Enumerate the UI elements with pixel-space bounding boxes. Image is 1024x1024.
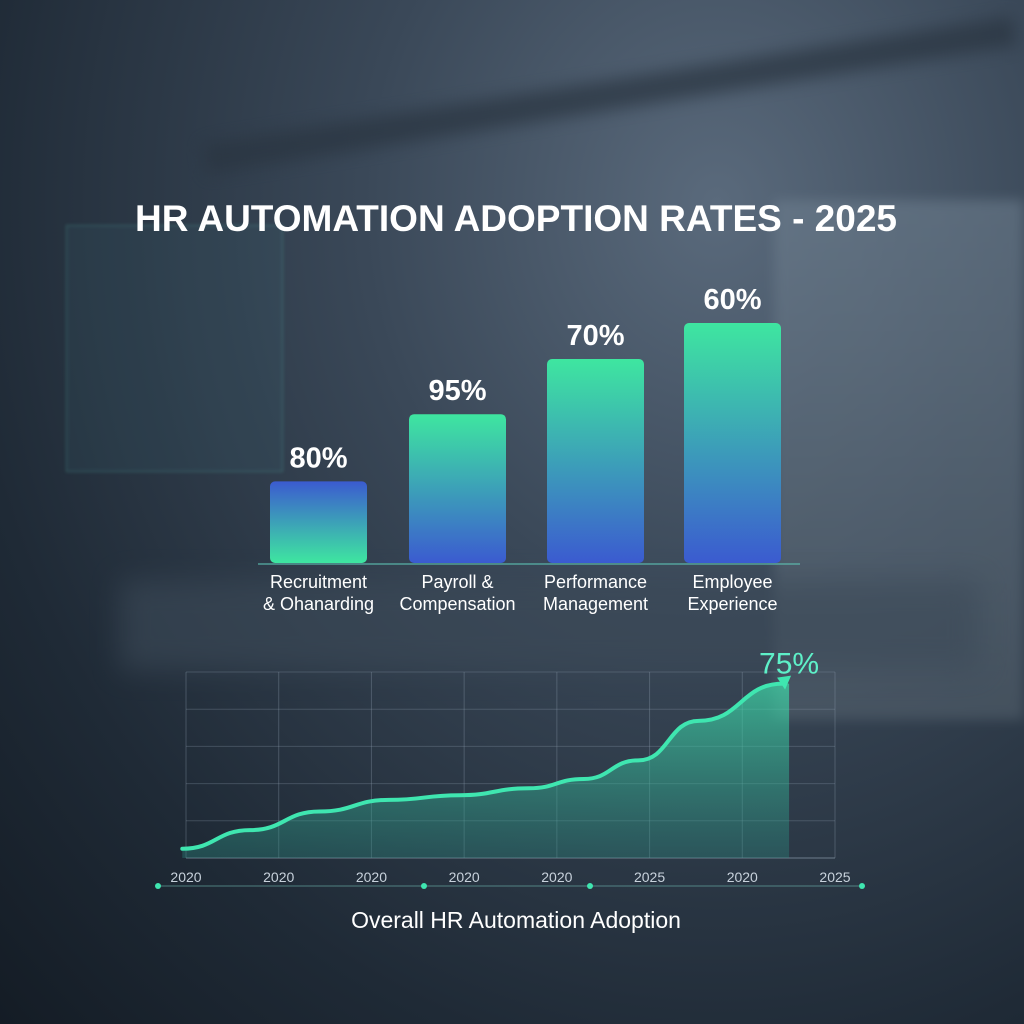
- x-tick-label: 2020: [449, 869, 480, 885]
- bar-category-label: Experience: [687, 594, 777, 614]
- bar-value-label: 70%: [566, 320, 624, 352]
- bar-value-label: 80%: [289, 442, 347, 474]
- x-tick-label: 2020: [263, 869, 294, 885]
- x-tick-label: 2025: [819, 869, 850, 885]
- bar-category-label: Payroll &: [421, 572, 493, 592]
- bar-category-label: & Ohanarding: [263, 594, 374, 614]
- bar-category-label: Compensation: [399, 594, 515, 614]
- end-value-label: 75%: [759, 648, 819, 681]
- bar-value-label: 60%: [703, 284, 761, 316]
- bar: [270, 481, 367, 563]
- chart-title: HR AUTOMATION ADOPTION RATES - 2025: [135, 198, 897, 239]
- bar-category-label: Management: [543, 594, 648, 614]
- timeline-dot: [421, 883, 427, 889]
- timeline-dot: [587, 883, 593, 889]
- arrow-head-icon: [777, 675, 792, 690]
- line-chart: 75% 2020 2020 2020 2020 2020 2025 2020 2025: [155, 648, 865, 889]
- x-tick-label: 2020: [541, 869, 572, 885]
- x-tick-label: 2020: [170, 869, 201, 885]
- bar-category-label: Employee: [692, 572, 772, 592]
- bar: [547, 359, 644, 563]
- x-tick-label: 2020: [356, 869, 387, 885]
- bar-category-label: Recruitment: [270, 572, 367, 592]
- conference-table: [120, 580, 980, 670]
- line-chart-title: Overall HR Automation Adoption: [351, 907, 681, 933]
- bar-chart: 80% Recruitment& Ohanarding 95% Payroll &Co…: [258, 284, 800, 614]
- trend-line: [180, 681, 786, 851]
- x-tick-label: 2025: [634, 869, 665, 885]
- bar: [409, 414, 506, 563]
- timeline-dot: [859, 883, 865, 889]
- x-tick-label: 2020: [727, 869, 758, 885]
- bar-category-label: Performance: [544, 572, 647, 592]
- area-fill: [182, 683, 790, 858]
- holographic-dashboard: [66, 225, 283, 472]
- timeline-dot: [155, 883, 161, 889]
- bar: [684, 323, 781, 563]
- bar-value-label: 95%: [428, 375, 486, 407]
